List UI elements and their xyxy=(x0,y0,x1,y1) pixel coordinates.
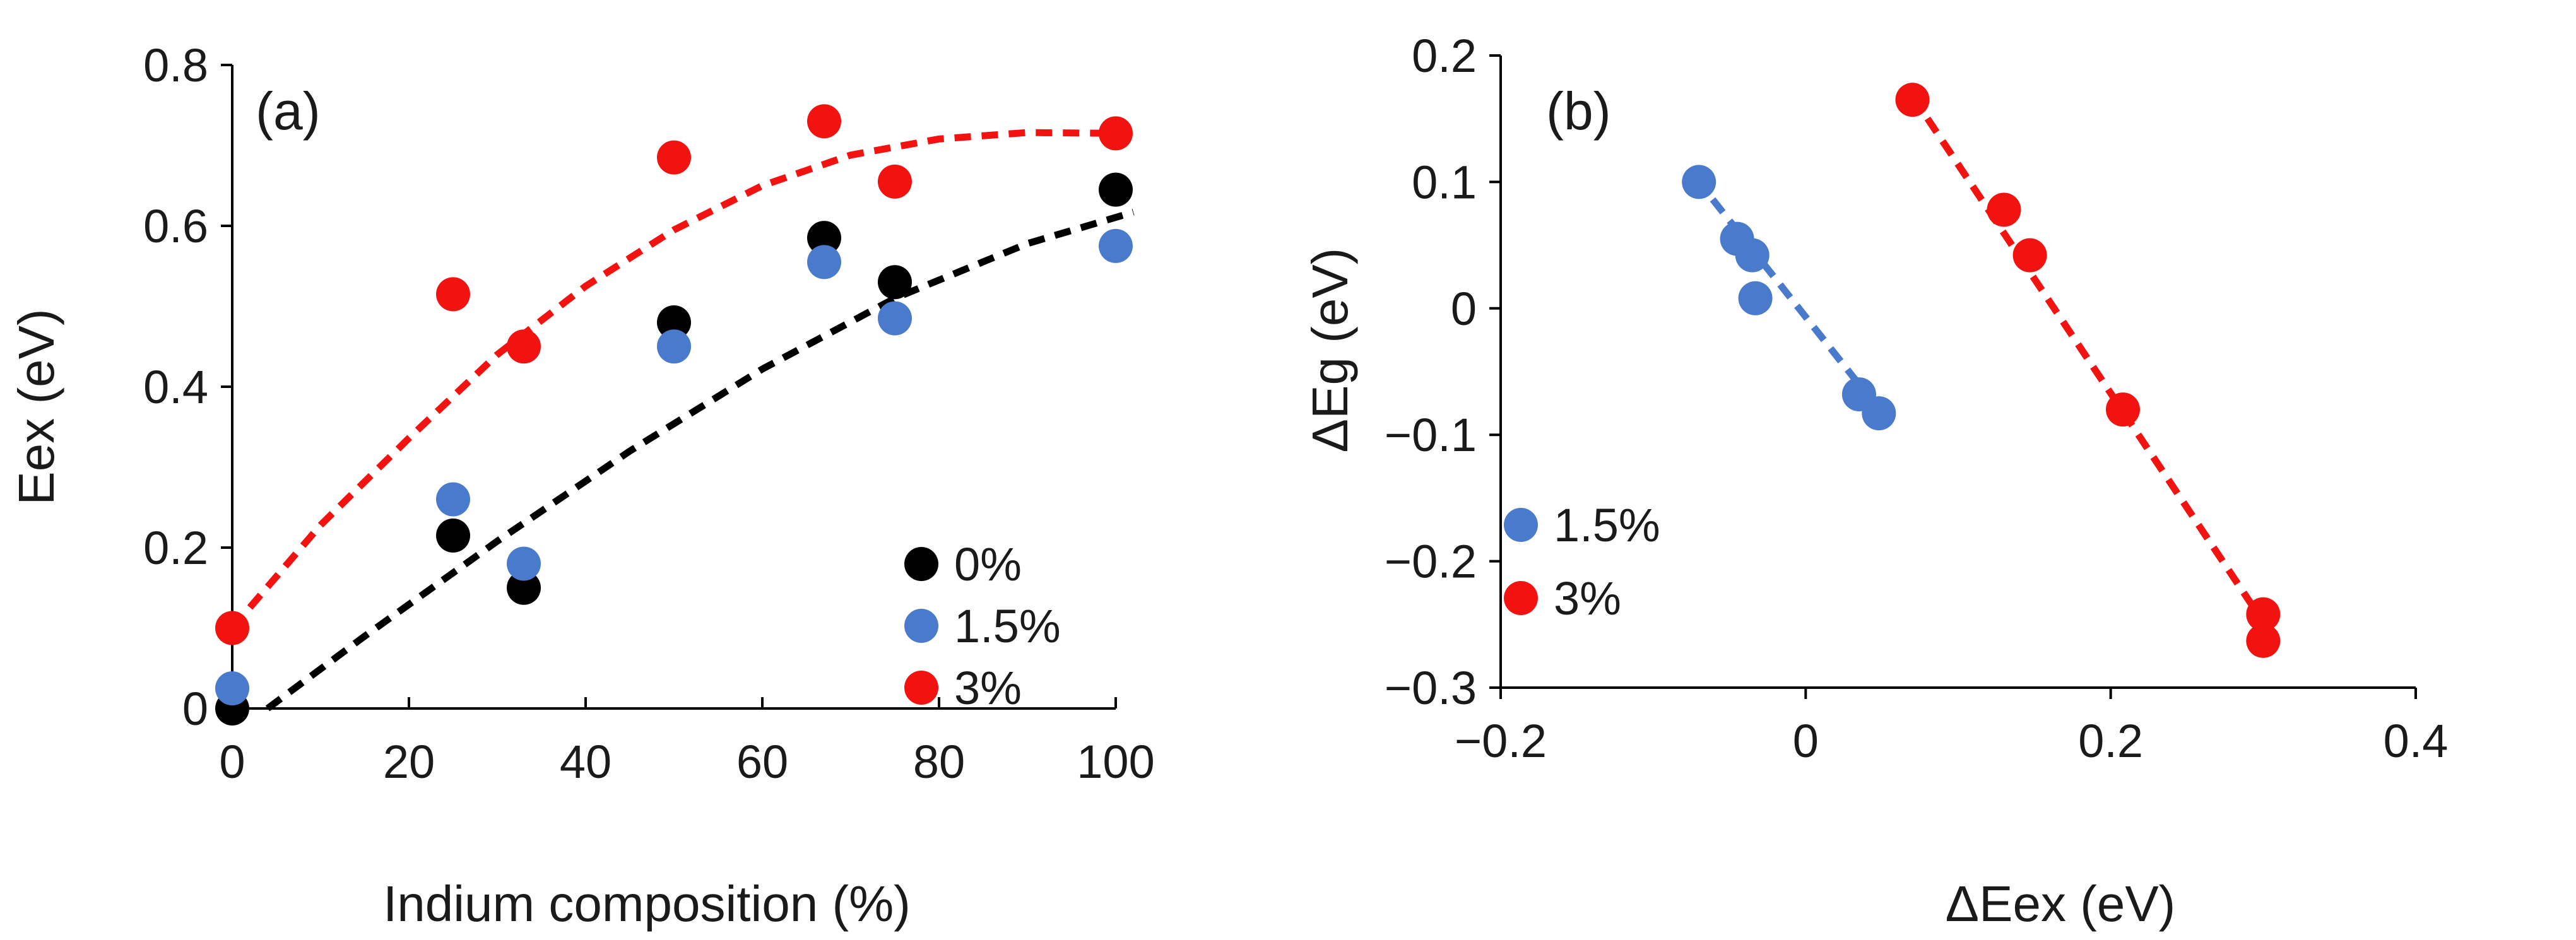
panel-a-data-point xyxy=(657,305,691,339)
panel-b-legend-marker xyxy=(1504,581,1538,615)
panel-b-series-1-5pct xyxy=(1682,165,1896,431)
panel-b-x-tick-label: 0.4 xyxy=(2384,715,2449,767)
panel-b-y-tick-label: 0.2 xyxy=(1412,30,1477,82)
panel-a-y-tick-label: 0.8 xyxy=(143,39,208,91)
panel-b-series-3pct xyxy=(1895,83,2281,658)
panel-a-data-point xyxy=(878,265,912,300)
panel-b-data-points xyxy=(1682,83,2281,658)
panel-a-ylabel: Eex (eV) xyxy=(8,308,64,505)
panel-b-x-tick-label: 0.2 xyxy=(2078,715,2143,767)
panel-a-legend-marker xyxy=(904,609,938,643)
panel-b-chart: (b) ΔEex (eV) ΔEg (eV) −0.2 0 0.2 0.4−0.3−0… xyxy=(1302,30,2448,932)
panel-a-fit-line-3pct xyxy=(229,129,1116,631)
panel-a-legend-item: 1.5% xyxy=(904,600,1061,652)
panel-b-y-tick-label: 0.1 xyxy=(1412,156,1477,208)
panel-a-data-point xyxy=(1099,228,1133,263)
panel-a-x-tick-label: 100 xyxy=(1077,736,1154,788)
panel-a-legend-label: 0% xyxy=(954,538,1022,590)
panel-a-series-3pct xyxy=(215,104,1133,645)
panel-a-legend-marker xyxy=(904,671,938,705)
panel-a-data-point xyxy=(436,518,470,553)
panel-b-data-point xyxy=(1895,83,1930,117)
panel-a-data-point xyxy=(215,671,249,706)
panel-a-data-point xyxy=(657,329,691,364)
panel-a-data-point xyxy=(507,546,541,581)
panel-b-legend-label: 3% xyxy=(1554,572,1621,625)
panel-a-series-0pct xyxy=(215,172,1133,726)
panel-b-data-point xyxy=(1738,281,1773,315)
panel-b-y-tick-label: −0.3 xyxy=(1385,662,1477,714)
panel-a-data-point xyxy=(807,245,841,279)
panel-b-legend-item: 1.5% xyxy=(1504,499,1660,551)
panel-a-y-tick-label: 0.6 xyxy=(143,200,208,252)
panel-a-fit-line-0pct xyxy=(265,209,1135,712)
panel-a-legend-item: 0% xyxy=(904,538,1022,590)
panel-a-data-point xyxy=(507,329,541,364)
panel-b-legend-marker xyxy=(1504,508,1538,542)
panel-a-series-1-5pct xyxy=(215,228,1133,706)
panel-a-data-point xyxy=(657,140,691,175)
panel-b-axes: −0.2 0 0.2 0.4−0.3−0.2−0.100.10.2 xyxy=(1385,30,2449,767)
panel-b-data-point xyxy=(1987,192,2021,227)
panel-a-y-tick-label: 0.2 xyxy=(143,522,208,574)
panel-b-fit-lines xyxy=(1693,94,2266,624)
panel-b-data-point xyxy=(2106,392,2140,427)
panel-b-data-point xyxy=(1682,165,1716,199)
panel-a-fit-lines xyxy=(229,129,1135,712)
panel-b-x-tick-label: −0.2 xyxy=(1455,715,1547,767)
panel-a-data-points xyxy=(215,104,1133,726)
panel-a-data-point xyxy=(1099,116,1133,151)
panel-b-legend-label: 1.5% xyxy=(1554,499,1660,551)
panel-b-x-tick-label: 0 xyxy=(1793,715,1819,767)
panel-a-data-point xyxy=(878,301,912,336)
panel-a-x-tick-label: 20 xyxy=(383,736,435,788)
panel-b-y-tick-label: −0.1 xyxy=(1385,409,1477,461)
panel-a-data-point xyxy=(436,482,470,517)
panel-b-data-point xyxy=(1735,238,1770,273)
panel-a-data-point xyxy=(878,164,912,199)
panel-a-label: (a) xyxy=(256,81,321,141)
panel-a-axes: 0 20 40 60 80 100 0 0.2 0.4 0.6 0.8 xyxy=(143,39,1155,788)
panel-a-legend-item: 3% xyxy=(904,662,1022,714)
panel-b-data-point xyxy=(2246,597,2281,632)
panel-a-x-tick-label: 60 xyxy=(736,736,788,788)
panel-b-label: (b) xyxy=(1546,81,1611,141)
panel-a-legend: 0% 1.5% 3% xyxy=(904,538,1061,714)
panel-a-legend-label: 1.5% xyxy=(954,600,1061,652)
panel-a-data-point xyxy=(1099,172,1133,207)
panel-b-xlabel: ΔEex (eV) xyxy=(1946,876,2176,932)
panel-a-chart: (a) Indium composition (%) Eex (eV) 0 20 4… xyxy=(8,39,1155,932)
panel-a-y-tick-label: 0.4 xyxy=(143,361,208,413)
panel-a-x-tick-label: 80 xyxy=(913,736,965,788)
panel-a-legend-marker xyxy=(904,547,938,581)
panel-a-x-tick-label: 40 xyxy=(560,736,612,788)
panel-b-fit-line-3pct xyxy=(1909,94,2266,624)
panel-a-data-point xyxy=(807,221,841,256)
panel-b-data-point xyxy=(1862,396,1896,431)
panel-b-ylabel: ΔEg (eV) xyxy=(1302,248,1358,453)
panel-b-y-tick-label: −0.2 xyxy=(1385,536,1477,588)
panel-b-data-point xyxy=(2012,238,2047,273)
panel-a-y-tick-label: 0 xyxy=(182,683,208,735)
panel-a-data-point xyxy=(436,277,470,312)
panel-a-xlabel: Indium composition (%) xyxy=(383,876,911,932)
panel-a-data-point xyxy=(807,104,841,139)
panel-b-fit-line-1-5pct xyxy=(1693,175,1885,416)
panel-a-data-point xyxy=(507,570,541,605)
panel-b-legend: 1.5% 3% xyxy=(1504,499,1660,625)
panel-b-y-tick-label: 0 xyxy=(1451,283,1477,335)
panel-a-legend-label: 3% xyxy=(954,662,1022,714)
panel-a-x-tick-label: 0 xyxy=(219,736,245,788)
panel-a-data-point xyxy=(215,611,249,645)
panel-b-data-point xyxy=(2246,623,2281,658)
panel-b-legend-item: 3% xyxy=(1504,572,1621,625)
